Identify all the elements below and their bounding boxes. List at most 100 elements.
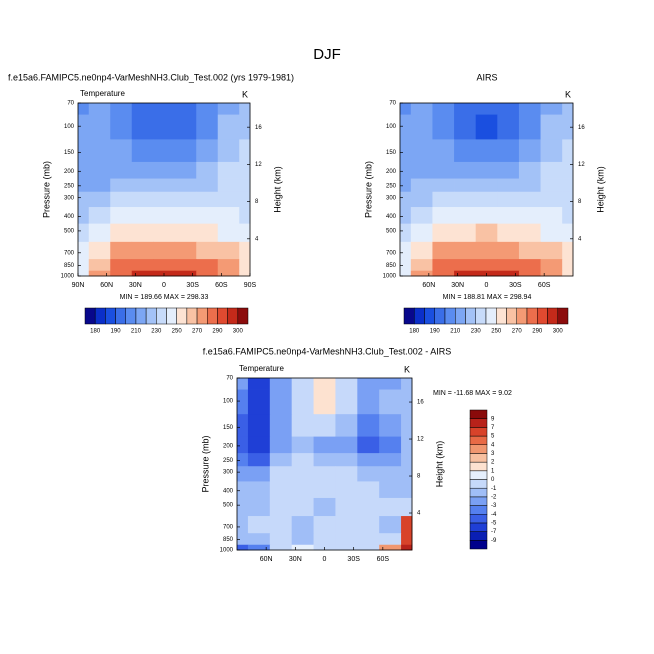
contour-cell	[313, 414, 336, 437]
contour-cell	[217, 161, 240, 179]
contour-cell	[247, 453, 271, 467]
contour-cell	[247, 481, 271, 499]
y2-tick-label: 16	[578, 125, 585, 131]
contour-cell	[410, 259, 433, 272]
contour-cell	[357, 481, 380, 499]
right-string: K	[404, 364, 410, 374]
contour-cell	[217, 139, 240, 163]
y-tick-label: 250	[386, 183, 397, 189]
contour-cell	[400, 191, 412, 208]
contour-cell	[454, 103, 477, 116]
left-string: Temperature	[80, 89, 125, 98]
contour-cell	[196, 103, 219, 116]
contour-cell	[174, 161, 197, 179]
contour-cell	[432, 241, 455, 260]
contour-cell	[269, 516, 293, 534]
contour-cell	[196, 270, 219, 277]
contour-cell	[239, 259, 251, 272]
contour-cell	[269, 497, 293, 517]
x-tick-label: 30N	[451, 282, 464, 289]
contour-cell	[497, 114, 520, 140]
contour-cell	[217, 178, 240, 193]
y-tick-label: 70	[226, 376, 233, 382]
colorbar-label: 190	[111, 329, 122, 335]
contour-cell	[247, 497, 271, 517]
y2-tick-label: 4	[255, 236, 259, 242]
contour-cell	[401, 544, 413, 551]
contour-cell	[562, 223, 574, 243]
contour-cell	[237, 497, 249, 517]
contour-cell	[401, 453, 413, 467]
x-tick-label: 0	[323, 556, 327, 563]
contour-cell	[291, 481, 314, 499]
contour-cell	[475, 191, 498, 208]
x-tick-label: 30S	[509, 282, 522, 289]
y-tick-label: 700	[223, 525, 234, 531]
colorbar-label: -2	[491, 494, 497, 500]
contour-cell	[497, 241, 520, 260]
left-string: Temperature	[239, 364, 284, 373]
contour-cell	[247, 533, 271, 546]
contour-cell	[313, 516, 336, 534]
contour-cell	[400, 178, 412, 193]
contour-cell	[131, 241, 154, 260]
min-max-annotation: MIN = 188.81 MAX = 298.94	[443, 294, 532, 301]
panel-title: AIRS	[476, 72, 497, 82]
contour-cell	[379, 466, 402, 482]
contour-cell	[475, 223, 498, 243]
contour-cell	[562, 207, 574, 225]
contour-cell	[217, 223, 240, 243]
contour-cell	[88, 241, 111, 260]
contour-cell	[410, 191, 433, 208]
colorbar-box	[94, 307, 106, 325]
contour-cell	[540, 139, 563, 163]
contour-cell	[110, 241, 133, 260]
contour-cell	[540, 191, 563, 208]
contour-cell	[174, 207, 197, 225]
x-tick-label: 30N	[289, 556, 302, 563]
contour-cell	[432, 270, 455, 277]
contour-cell	[131, 259, 154, 272]
contour-cell	[88, 191, 111, 208]
contour-cell	[400, 270, 412, 277]
contour-cell	[110, 270, 133, 277]
contour-cell	[497, 178, 520, 193]
contour-cell	[357, 544, 380, 551]
contour-cell	[562, 259, 574, 272]
contour-cell	[131, 103, 154, 116]
contour-cell	[247, 414, 271, 437]
contour-cell	[357, 389, 380, 415]
colorbar-label: -4	[491, 512, 497, 518]
contour-cell	[269, 466, 293, 482]
colorbar-box	[166, 307, 177, 325]
colorbar-box	[469, 418, 488, 428]
contour-cell	[401, 378, 413, 390]
contour-cell	[131, 178, 154, 193]
colorbar-label: 300	[233, 329, 244, 335]
contour-cell	[131, 114, 154, 140]
contour-cell	[237, 481, 249, 499]
contour-cell	[291, 497, 314, 517]
contour-cell	[313, 378, 336, 390]
contour-cell	[196, 223, 219, 243]
contour-cell	[217, 114, 240, 140]
contour-cell	[88, 207, 111, 225]
contour-cell	[540, 114, 563, 140]
contour-cell	[78, 223, 90, 243]
x-tick-label: 60S	[377, 556, 390, 563]
contour-cell	[247, 544, 271, 551]
contour-cell	[454, 161, 477, 179]
contour-cell	[400, 139, 412, 163]
contour-cell	[291, 436, 314, 454]
contour-cell	[291, 414, 314, 437]
contour-cell	[454, 259, 477, 272]
colorbar-label: 190	[430, 329, 441, 335]
colorbar-label: 270	[192, 329, 203, 335]
x-tick-label: 0	[162, 282, 166, 289]
contour-cell	[313, 389, 336, 415]
contour-cell	[401, 497, 413, 517]
contour-cell	[239, 270, 251, 277]
contour-cell	[239, 207, 251, 225]
colorbar-label: 210	[450, 329, 461, 335]
contour-cell	[78, 161, 90, 179]
